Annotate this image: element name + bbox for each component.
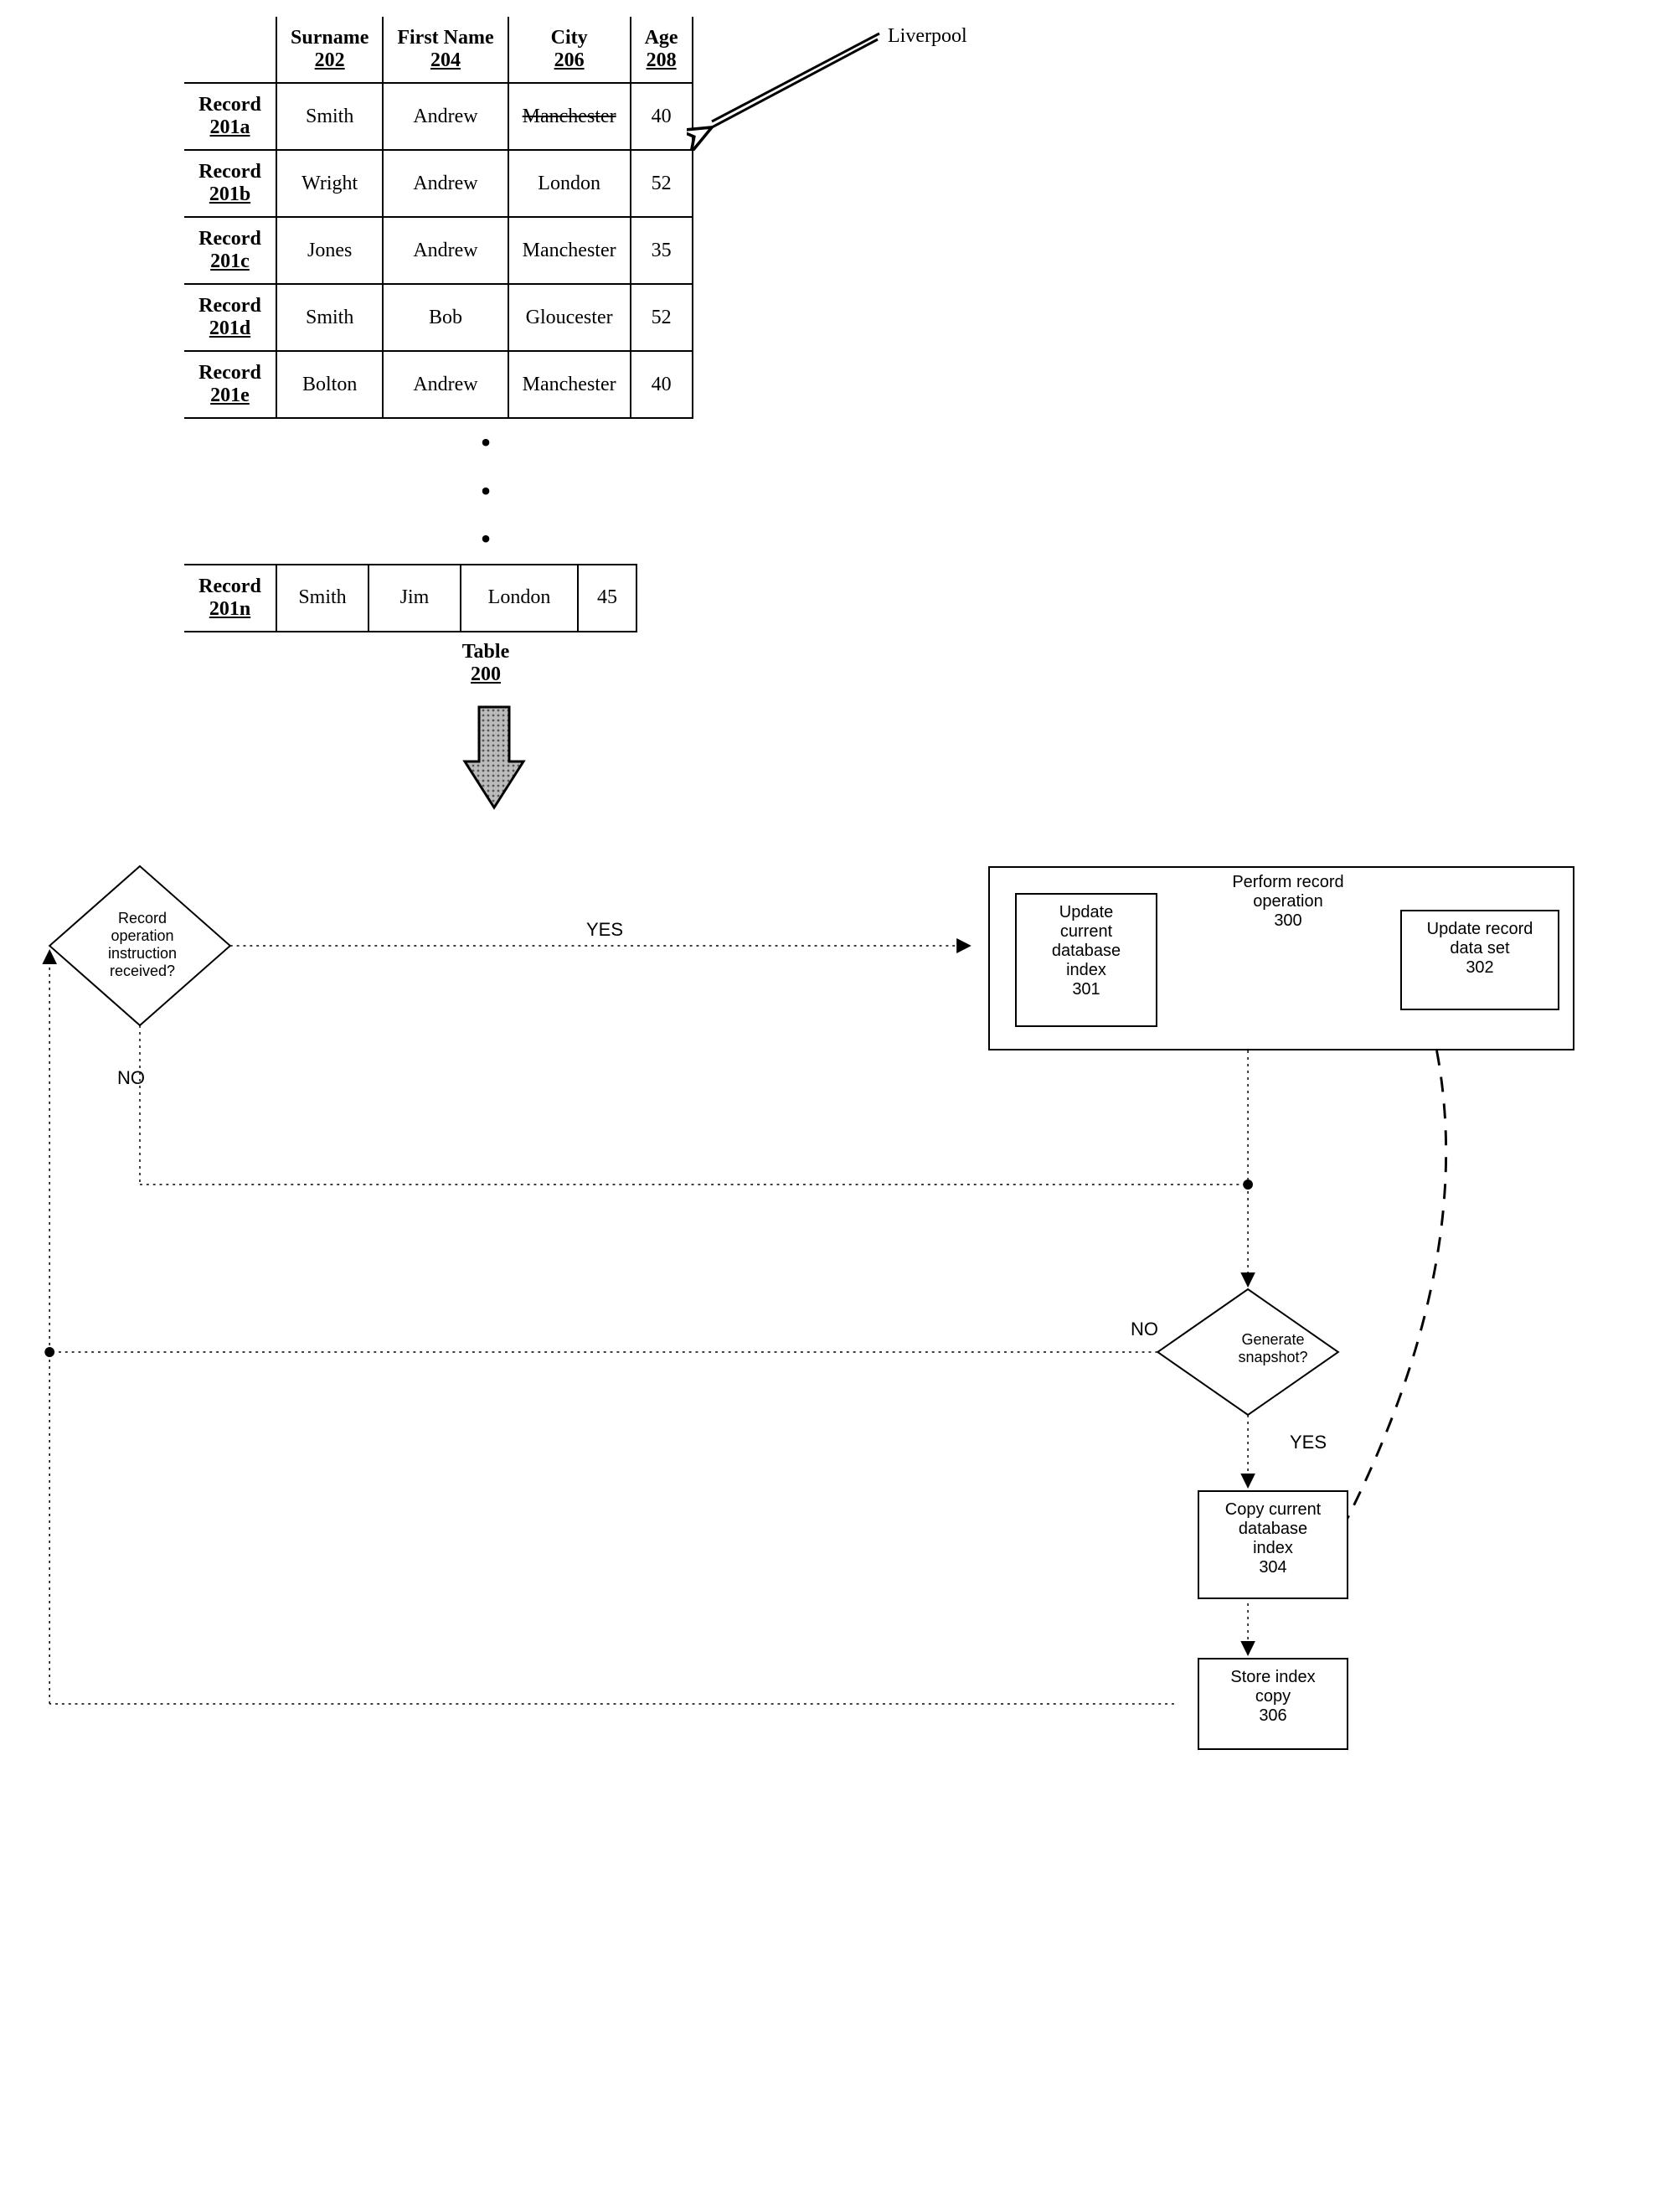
struck-city: Manchester bbox=[523, 106, 616, 127]
table-row: Record201d Smith Bob Gloucester 52 bbox=[184, 284, 693, 351]
table-row: Record201c Jones Andrew Manchester 35 bbox=[184, 217, 693, 284]
decision-record-op: Record operation instruction received? bbox=[84, 910, 201, 980]
header-city: City bbox=[551, 27, 588, 49]
box-301: Update current database index 301 bbox=[1015, 893, 1157, 1027]
box-perform-record-op: Perform record operation 300 Update curr… bbox=[988, 866, 1574, 1050]
callout-text: Liverpool bbox=[888, 25, 967, 48]
ellipsis-dots: ••• bbox=[184, 419, 787, 564]
yes-label: YES bbox=[586, 919, 623, 941]
header-age: Age bbox=[645, 27, 678, 49]
data-table-last: Record201n Smith Jim London 45 bbox=[184, 564, 637, 632]
table-row: Record201b Wright Andrew London 52 bbox=[184, 150, 693, 217]
box-302: Update record data set 302 bbox=[1400, 910, 1559, 1010]
header-surname: Surname bbox=[291, 27, 368, 49]
table-caption: Table 200 bbox=[184, 641, 787, 686]
decision-snapshot: Generate snapshot? bbox=[1223, 1331, 1323, 1366]
yes-label-2: YES bbox=[1290, 1432, 1327, 1453]
data-table: Surname202 First Name204 City206 Age208 … bbox=[184, 17, 693, 419]
header-first: First Name bbox=[397, 27, 493, 49]
flowchart: Record operation instruction received? Y… bbox=[17, 849, 1663, 1771]
table-row: Record201n Smith Jim London 45 bbox=[184, 565, 636, 632]
no-label: NO bbox=[117, 1067, 145, 1089]
box-306: Store index copy 306 bbox=[1198, 1658, 1348, 1750]
box-300-title: Perform record operation 300 bbox=[1204, 873, 1372, 931]
no-label-2: NO bbox=[1131, 1319, 1158, 1340]
table-row: Record201a Smith Andrew Manchester 40 bbox=[184, 83, 693, 150]
box-304: Copy current database index 304 bbox=[1198, 1490, 1348, 1599]
table-row: Record201e Bolton Andrew Manchester 40 bbox=[184, 351, 693, 418]
down-arrow-icon bbox=[461, 703, 787, 816]
